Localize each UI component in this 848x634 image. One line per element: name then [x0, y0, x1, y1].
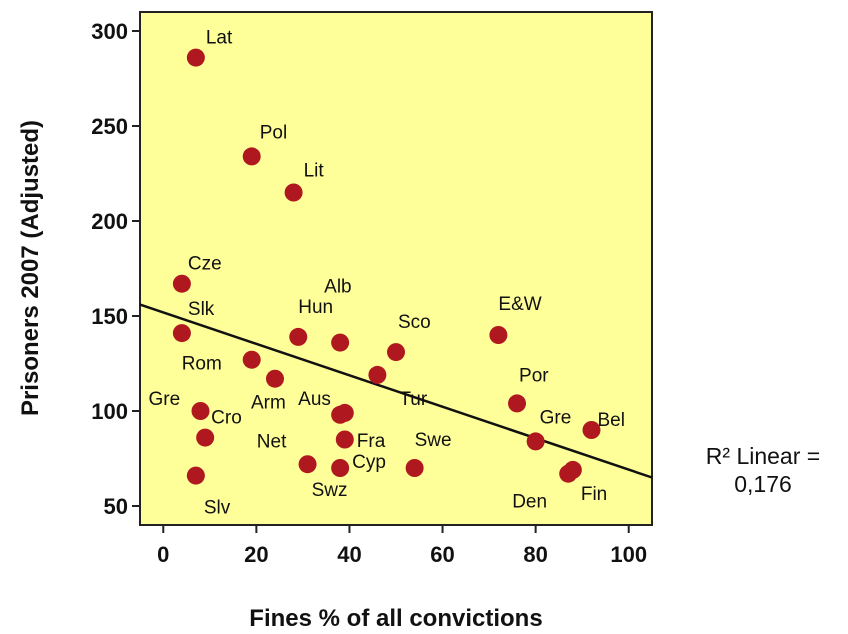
y-tick-label: 50	[104, 494, 128, 519]
data-point	[196, 428, 215, 447]
r-squared-line1: R² Linear =	[705, 443, 821, 469]
data-point	[289, 327, 308, 346]
data-point	[298, 455, 317, 474]
y-axis: 50 100 150 200 250 300	[91, 19, 140, 519]
x-tick-label: 40	[337, 542, 361, 567]
data-point	[582, 421, 601, 439]
point-label: Net	[257, 432, 287, 453]
data-point	[172, 274, 191, 293]
x-axis-title: Fines % of all convictions	[249, 605, 542, 632]
plot-area	[139, 11, 653, 526]
point-label: Fin	[581, 484, 607, 505]
point-label: Fra	[357, 431, 386, 452]
data-point	[335, 403, 354, 422]
point-label: Gre	[540, 407, 572, 428]
r-squared-annotation: R² Linear = 0,176	[678, 442, 848, 498]
point-label: Cro	[211, 408, 242, 429]
point-label: Aus	[298, 389, 331, 410]
point-label: E&W	[498, 294, 541, 315]
data-point	[405, 459, 424, 477]
data-point	[242, 147, 261, 166]
data-point	[172, 324, 191, 343]
x-tick-label: 0	[157, 542, 169, 567]
point-label: Por	[519, 365, 549, 386]
point-label: Slv	[204, 498, 231, 519]
point-label: Den	[512, 492, 547, 513]
regression-line	[139, 303, 653, 479]
y-tick-label: 200	[91, 209, 128, 234]
data-point	[563, 460, 582, 479]
point-label: Lit	[304, 161, 325, 182]
point-label: Swe	[415, 430, 452, 451]
data-point	[186, 466, 205, 485]
r-squared-line2: 0,176	[734, 471, 792, 497]
data-point	[489, 326, 508, 344]
y-axis-title: Prisoners 2007 (Adjusted)	[17, 120, 44, 416]
data-point	[186, 48, 205, 67]
data-point	[284, 183, 303, 202]
point-label: Lat	[206, 28, 233, 49]
point-label: Cze	[188, 254, 222, 275]
data-points	[172, 48, 601, 485]
x-tick-label: 20	[244, 542, 268, 567]
point-label: Sco	[398, 312, 431, 333]
point-label: Cyp	[352, 452, 386, 473]
y-tick-label: 300	[91, 19, 128, 44]
y-tick-label: 250	[91, 114, 128, 139]
point-label: Arm	[251, 393, 286, 414]
data-point	[331, 459, 350, 477]
x-axis: 0 20 40 60 80 100	[157, 525, 647, 567]
x-tick-label: 100	[610, 542, 647, 567]
point-label: Tur	[399, 389, 427, 410]
point-label: Bel	[597, 410, 624, 431]
data-point	[387, 343, 405, 362]
point-label: Slk	[188, 299, 215, 320]
data-point	[368, 365, 387, 384]
x-tick-label: 80	[523, 542, 547, 567]
y-tick-label: 150	[91, 304, 128, 329]
point-label: Rom	[182, 354, 222, 375]
data-point	[265, 369, 284, 388]
data-point	[335, 430, 354, 449]
point-label: Hun	[298, 297, 333, 318]
data-point	[191, 402, 210, 420]
point-label: Alb	[324, 277, 351, 298]
point-label: Pol	[260, 122, 287, 143]
data-point	[526, 432, 545, 451]
data-point	[331, 333, 350, 352]
point-label: Swz	[312, 480, 348, 501]
y-tick-label: 100	[91, 399, 128, 424]
data-point	[508, 394, 527, 413]
x-tick-label: 60	[430, 542, 454, 567]
data-point	[242, 350, 261, 369]
point-label: Gre	[149, 389, 181, 410]
